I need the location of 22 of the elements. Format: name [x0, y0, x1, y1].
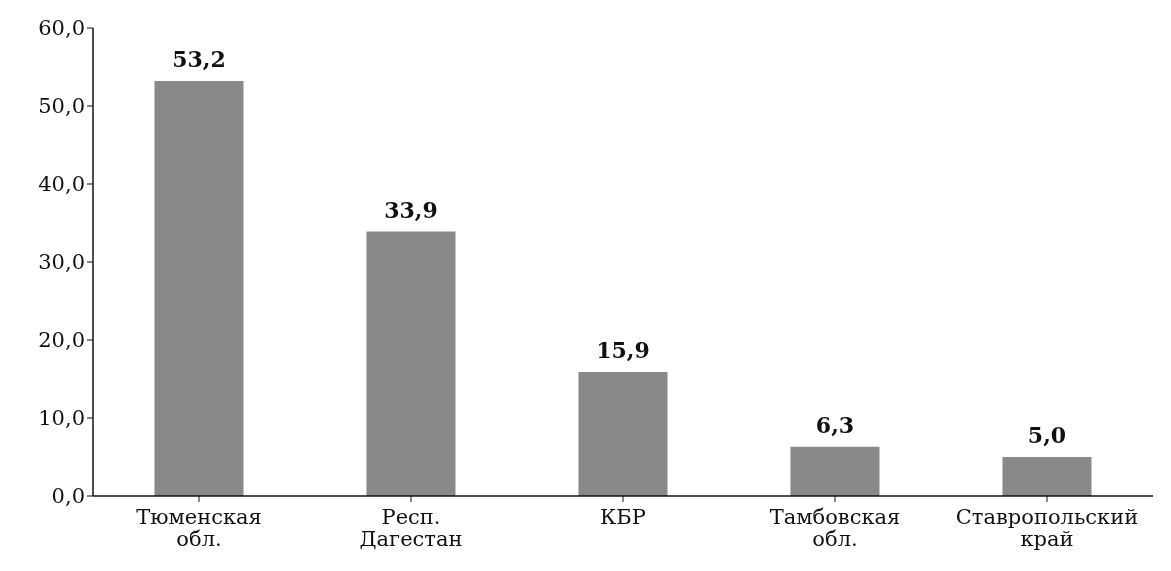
data-label: 15,9: [596, 336, 650, 363]
data-label: 5,0: [1027, 422, 1067, 448]
bar: [154, 81, 244, 496]
bar: [578, 371, 668, 496]
x-tick-label: КБР: [600, 505, 646, 529]
y-tick-label: 0,0: [51, 484, 85, 509]
x-tick-label: Тюменская обл.: [136, 505, 262, 551]
x-tick-label: Ставропольский край: [955, 505, 1139, 551]
y-tick-label: 60,0: [38, 16, 85, 41]
data-label: 6,3: [815, 411, 855, 438]
bar: [366, 231, 456, 496]
y-tick-label: 40,0: [38, 172, 85, 197]
bar: [1002, 457, 1092, 496]
x-tick-label: Тамбовская обл.: [769, 505, 901, 551]
y-tick-label: 30,0: [38, 250, 85, 275]
x-tick-label: Респ. Дагестан: [359, 505, 463, 551]
bar: [790, 446, 880, 496]
y-tick-label: 50,0: [38, 94, 85, 119]
data-label: 33,9: [384, 196, 438, 223]
y-tick-label: 20,0: [38, 328, 85, 353]
data-label: 53,2: [172, 46, 226, 73]
y-tick-label: 10,0: [38, 406, 85, 431]
